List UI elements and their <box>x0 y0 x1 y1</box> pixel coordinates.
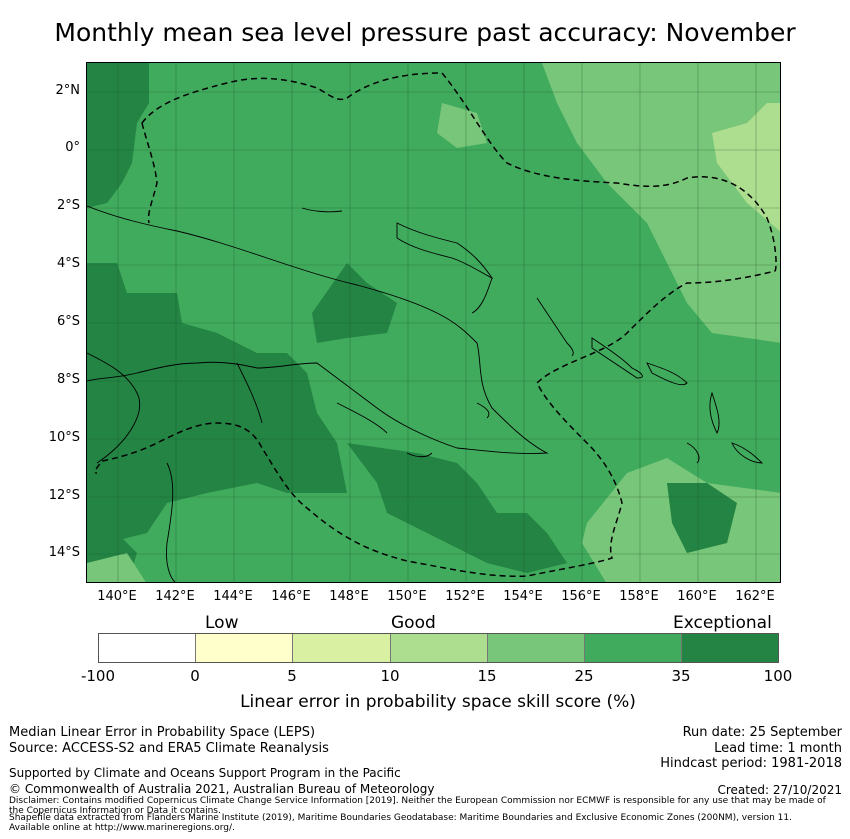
colorbar-segment-0-5 <box>196 634 293 662</box>
coastlines <box>87 205 764 582</box>
colorbar-tick: 10 <box>380 667 400 685</box>
colorbar-tick: 15 <box>477 667 497 685</box>
colorbar-segment-below-0 <box>99 634 196 662</box>
x-label-148e: 148°E <box>329 589 369 604</box>
x-label-144e: 144°E <box>213 589 253 604</box>
map-canvas <box>87 63 780 582</box>
footer-lead-time: Lead time: 1 month <box>714 741 842 756</box>
footer-run-date: Run date: 25 September <box>682 725 842 740</box>
footer-copyright: © Commonwealth of Australia 2021, Austra… <box>9 782 435 796</box>
y-label-2n: 2°N <box>55 83 81 98</box>
x-label-140e: 140°E <box>97 589 137 604</box>
footer-source: Source: ACCESS-S2 and ERA5 Climate Reana… <box>9 741 329 756</box>
footer-disclaimer-line-2: the Copernicus Information or Data it co… <box>9 806 221 816</box>
colorbar-label: Linear error in probability space skill … <box>240 692 636 712</box>
colorbar-tick: 100 <box>763 667 793 685</box>
x-label-152e: 152°E <box>445 589 485 604</box>
x-label-146e: 146°E <box>271 589 311 604</box>
colorbar-tick: 5 <box>287 667 297 685</box>
colorbar-segment-10-15 <box>391 634 488 662</box>
region-exceptional-southwest <box>87 263 347 543</box>
colorbar-segment-5-10 <box>293 634 391 662</box>
y-label-2s: 2°S <box>56 198 80 213</box>
skill-map <box>86 62 781 583</box>
colorbar-segment-25-35 <box>585 634 682 662</box>
footer-disclaimer-line-1: Disclaimer: Contains modified Copernicus… <box>9 796 826 806</box>
graticule <box>87 63 780 582</box>
y-label-6s: 6°S <box>56 314 80 329</box>
colorbar-tick: 25 <box>574 667 594 685</box>
region-exceptional-southeast-small <box>667 483 737 553</box>
region-15-25-north-patch <box>437 103 487 148</box>
region-15-25-southwest <box>87 553 146 582</box>
y-label-14s: 14°S <box>48 545 80 560</box>
x-label-160e: 160°E <box>677 589 717 604</box>
y-label-12s: 12°S <box>48 488 80 503</box>
region-10-15-east <box>712 103 780 232</box>
x-label-154e: 154°E <box>503 589 543 604</box>
eez-boundary <box>94 72 777 578</box>
y-label-0: 0° <box>65 140 80 155</box>
colorbar-segment-15-25 <box>488 634 585 662</box>
category-exceptional: Exceptional <box>673 613 772 633</box>
x-label-162e: 162°E <box>735 589 775 604</box>
x-label-142e: 142°E <box>155 589 195 604</box>
footer-shapefile-line-1: Shapefile data extracted from Flanders M… <box>9 813 792 823</box>
x-label-150e: 150°E <box>387 589 427 604</box>
category-low: Low <box>205 613 239 633</box>
colorbar <box>98 633 779 663</box>
page-title: Monthly mean sea level pressure past acc… <box>54 18 796 47</box>
footer-hindcast: Hindcast period: 1981-2018 <box>660 756 842 771</box>
footer-created: Created: 27/10/2021 <box>717 783 842 797</box>
colorbar-tick: 0 <box>190 667 200 685</box>
footer-supported: Supported by Climate and Oceans Support … <box>9 766 401 780</box>
category-good: Good <box>391 613 436 633</box>
y-label-4s: 4°S <box>56 256 80 271</box>
x-label-156e: 156°E <box>561 589 601 604</box>
colorbar-segment-35-100 <box>682 634 778 662</box>
region-exceptional-south-central <box>347 443 567 573</box>
y-label-10s: 10°S <box>48 430 80 445</box>
y-label-8s: 8°S <box>56 372 80 387</box>
x-label-158e: 158°E <box>619 589 659 604</box>
footer-shapefile-line-2: Available online at http://www.marinereg… <box>9 823 235 833</box>
colorbar-tick: -100 <box>80 667 116 685</box>
colorbar-tick: 35 <box>671 667 691 685</box>
footer-method: Median Linear Error in Probability Space… <box>9 725 316 740</box>
